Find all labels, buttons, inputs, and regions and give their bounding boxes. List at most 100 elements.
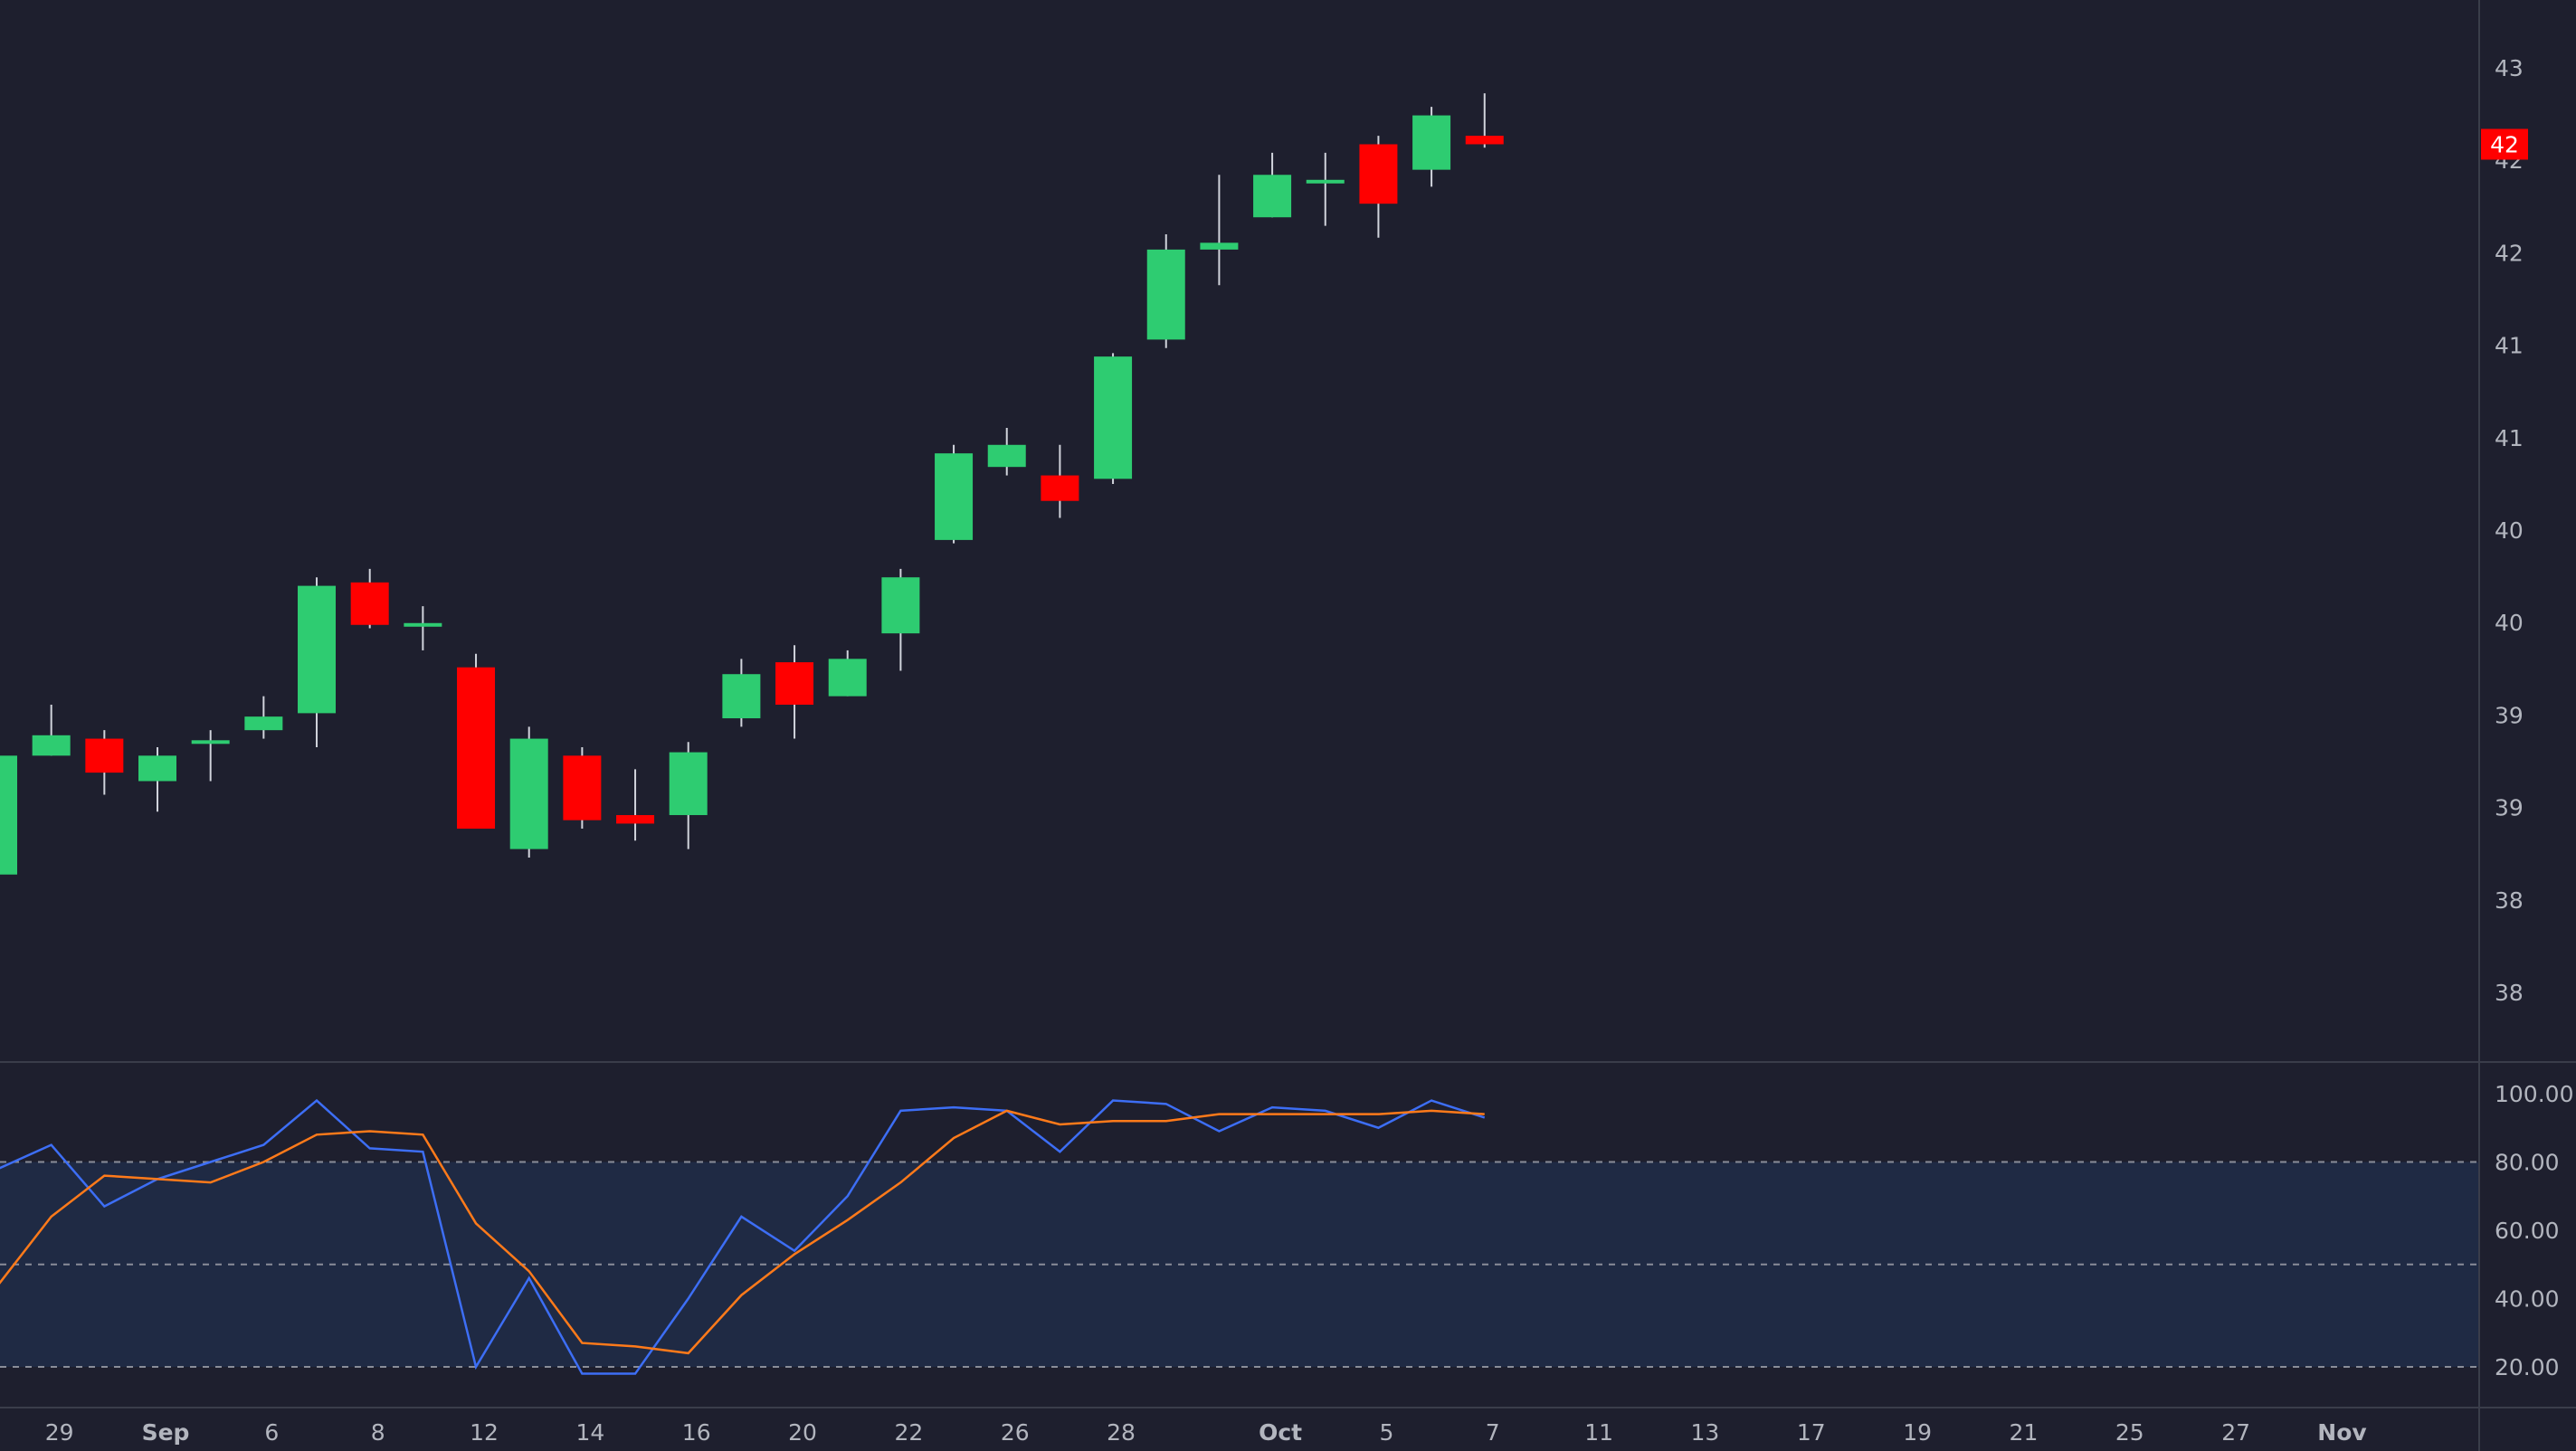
price-tick-label: 39 bbox=[2495, 795, 2524, 821]
price-tick-label: 39 bbox=[2495, 702, 2524, 728]
candle-body bbox=[85, 738, 124, 773]
candle[interactable] bbox=[85, 730, 124, 795]
stochastic-tick-label: 40.00 bbox=[2495, 1286, 2560, 1313]
price-tick-label: 38 bbox=[2495, 887, 2524, 914]
candle-body bbox=[1200, 242, 1239, 250]
candle-body bbox=[987, 444, 1026, 468]
candle-body bbox=[1359, 144, 1398, 204]
time-tick-label: 21 bbox=[2010, 1419, 2039, 1446]
candle-body bbox=[722, 674, 761, 719]
candle-body bbox=[1041, 475, 1079, 501]
stochastic-axis[interactable]: 100.00 80.00 60.00 40.00 20.00 bbox=[2495, 1081, 2573, 1380]
candle-body bbox=[244, 716, 283, 731]
time-tick-label: Sep bbox=[142, 1419, 190, 1446]
price-tick-label: 42 bbox=[2495, 240, 2524, 266]
candle-body bbox=[138, 755, 177, 782]
stochastic-tick-label: 80.00 bbox=[2495, 1150, 2560, 1176]
candle[interactable] bbox=[1306, 152, 1345, 226]
candle[interactable] bbox=[1200, 175, 1239, 286]
price-tick-label: 41 bbox=[2495, 333, 2524, 359]
candle[interactable] bbox=[1253, 152, 1292, 218]
candle[interactable] bbox=[563, 746, 602, 830]
time-tick-label: 5 bbox=[1379, 1419, 1393, 1446]
candle-body bbox=[1146, 249, 1185, 340]
last-price-tag: 42 bbox=[2481, 128, 2528, 160]
candle-body bbox=[32, 735, 71, 756]
stochastic-tick-label: 100.00 bbox=[2495, 1081, 2573, 1107]
candle[interactable] bbox=[1359, 136, 1398, 238]
price-tick-label: 43 bbox=[2495, 55, 2524, 81]
time-tick-label: Oct bbox=[1259, 1419, 1302, 1446]
candle-body bbox=[935, 453, 974, 540]
time-tick-label: 7 bbox=[1486, 1419, 1500, 1446]
candle-body bbox=[509, 738, 548, 849]
candle[interactable] bbox=[404, 606, 442, 650]
candle-body bbox=[0, 755, 17, 875]
candle[interactable] bbox=[881, 568, 920, 671]
candle-body bbox=[1253, 175, 1292, 218]
time-tick-label: 12 bbox=[470, 1419, 499, 1446]
candle[interactable] bbox=[0, 747, 17, 875]
candle-body bbox=[1412, 115, 1451, 170]
candle[interactable] bbox=[1465, 93, 1504, 148]
price-tick-label: 38 bbox=[2495, 980, 2524, 1006]
time-tick-label: 13 bbox=[1691, 1419, 1720, 1446]
candle[interactable] bbox=[935, 444, 974, 544]
price-tick-label: 40 bbox=[2495, 610, 2524, 636]
candle[interactable] bbox=[1146, 233, 1185, 348]
time-tick-label: 19 bbox=[1903, 1419, 1932, 1446]
time-tick-label: 11 bbox=[1584, 1419, 1613, 1446]
candle-body bbox=[1094, 356, 1133, 479]
candle[interactable] bbox=[138, 746, 177, 812]
stochastic-pane[interactable] bbox=[0, 1098, 2479, 1375]
candle[interactable] bbox=[298, 577, 337, 747]
price-pane[interactable] bbox=[0, 93, 1504, 875]
candle-body bbox=[775, 662, 814, 706]
candle[interactable] bbox=[191, 730, 230, 782]
candle-body bbox=[404, 622, 442, 627]
stochastic-k-line bbox=[0, 1098, 1486, 1375]
candle[interactable] bbox=[1041, 444, 1079, 518]
price-tick-label: 41 bbox=[2495, 425, 2524, 451]
candle[interactable] bbox=[722, 659, 761, 727]
candle-body bbox=[1465, 136, 1504, 145]
time-tick-label: 27 bbox=[2221, 1419, 2250, 1446]
candle-body bbox=[881, 577, 920, 634]
candle[interactable] bbox=[350, 568, 389, 629]
candle[interactable] bbox=[244, 696, 283, 739]
candle-body bbox=[828, 659, 867, 697]
candle[interactable] bbox=[775, 645, 814, 739]
candle[interactable] bbox=[1094, 353, 1133, 484]
candle-body bbox=[563, 755, 602, 820]
candle[interactable] bbox=[509, 726, 548, 858]
candle[interactable] bbox=[32, 705, 71, 756]
candle-body bbox=[616, 815, 655, 824]
candle[interactable] bbox=[987, 428, 1026, 476]
candle[interactable] bbox=[1412, 107, 1451, 187]
time-tick-label: 8 bbox=[371, 1419, 385, 1446]
time-tick-label: 20 bbox=[788, 1419, 817, 1446]
candle[interactable] bbox=[828, 650, 867, 697]
time-tick-label: 6 bbox=[264, 1419, 279, 1446]
candle-body bbox=[1306, 179, 1345, 184]
candle[interactable] bbox=[457, 653, 496, 830]
candle-body bbox=[298, 585, 337, 714]
stochastic-tick-label: 20.00 bbox=[2495, 1354, 2560, 1380]
time-tick-label: Nov bbox=[2317, 1419, 2366, 1446]
price-tick-label: 40 bbox=[2495, 517, 2524, 544]
time-axis[interactable]: 29 Sep 6 8 12 14 16 20 22 26 28 Oct 5 7 11 13 17 19 21 25 27… bbox=[45, 1419, 2367, 1446]
time-tick-label: 17 bbox=[1797, 1419, 1826, 1446]
stochastic-tick-label: 60.00 bbox=[2495, 1218, 2560, 1244]
stochastic-d-line bbox=[0, 1109, 1485, 1355]
candle[interactable] bbox=[616, 769, 655, 841]
candle[interactable] bbox=[669, 742, 708, 849]
candle-body bbox=[457, 667, 496, 830]
time-tick-label: 28 bbox=[1107, 1419, 1136, 1446]
time-tick-label: 29 bbox=[45, 1419, 74, 1446]
time-tick-label: 26 bbox=[1001, 1419, 1030, 1446]
time-tick-label: 16 bbox=[682, 1419, 711, 1446]
candle-body bbox=[669, 752, 708, 816]
last-price-tag-bg bbox=[2481, 128, 2528, 160]
